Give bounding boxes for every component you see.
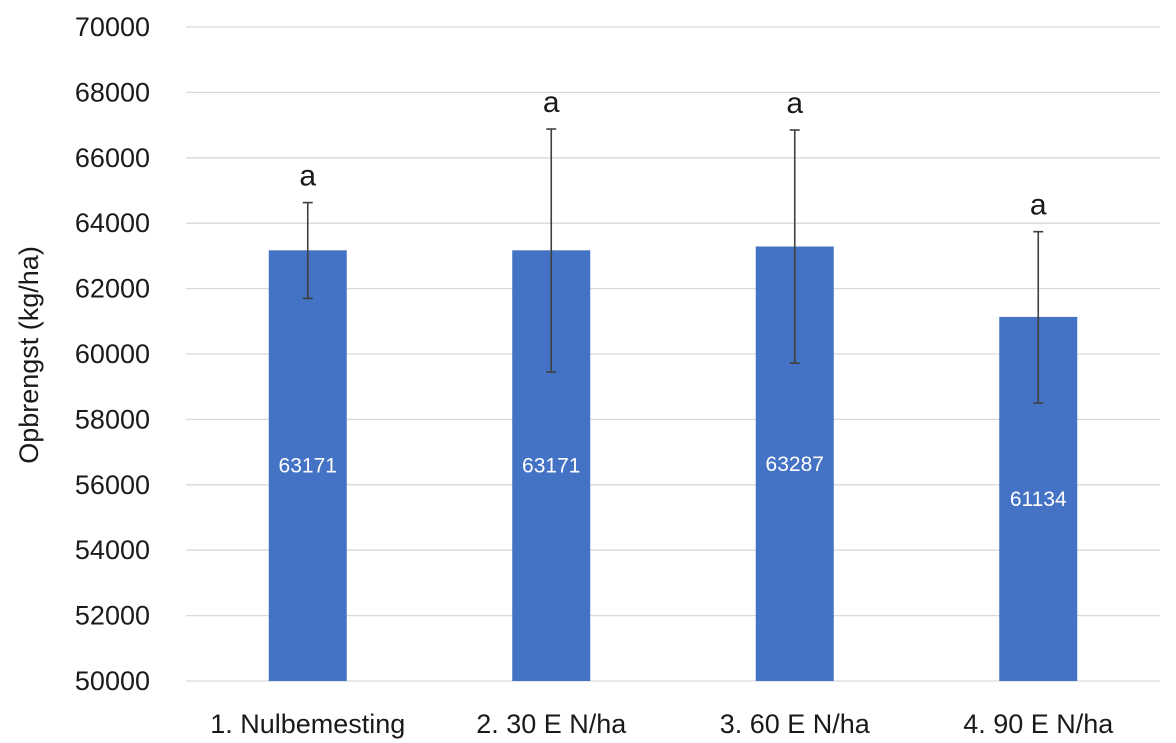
error-bars <box>302 128 1044 404</box>
data-label: 63171 <box>279 455 337 478</box>
y-tick-label: 68000 <box>75 77 150 107</box>
gridlines <box>186 26 1160 682</box>
significance-label: a <box>299 160 316 193</box>
y-tick-label: 58000 <box>75 404 150 434</box>
bar <box>268 250 347 682</box>
x-category-label: 1. Nulbemesting <box>210 709 405 739</box>
data-label: 63287 <box>766 453 824 476</box>
y-tick-label: 56000 <box>75 470 150 500</box>
data-label: 61134 <box>1010 488 1067 511</box>
significance-labels: a a a a <box>299 86 1047 222</box>
bars <box>268 246 1078 682</box>
y-tick-label: 70000 <box>75 12 150 42</box>
y-tick-label: 60000 <box>75 339 150 369</box>
y-tick-label: 52000 <box>75 601 150 631</box>
y-axis-tick-labels: 50000 52000 54000 56000 58000 60000 62000 64000… <box>75 12 150 696</box>
data-labels: 63171 63171 63287 61134 <box>279 453 1067 511</box>
significance-label: a <box>543 86 560 119</box>
y-tick-label: 62000 <box>75 274 150 304</box>
y-tick-label: 50000 <box>75 666 150 696</box>
y-axis-title: Opbrengst (kg/ha) <box>14 246 44 464</box>
x-category-label: 3. 60 E N/ha <box>720 709 871 739</box>
y-tick-label: 54000 <box>75 535 150 565</box>
data-label: 63171 <box>522 455 580 478</box>
x-category-label: 4. 90 E N/ha <box>963 709 1114 739</box>
significance-label: a <box>786 87 803 120</box>
x-axis-category-labels: 1. Nulbemesting 2. 30 E N/ha 3. 60 E N/ha 4… <box>210 709 1114 739</box>
y-tick-label: 64000 <box>75 208 150 238</box>
significance-label: a <box>1030 189 1047 222</box>
x-category-label: 2. 30 E N/ha <box>476 709 627 739</box>
y-tick-label: 66000 <box>75 143 150 173</box>
